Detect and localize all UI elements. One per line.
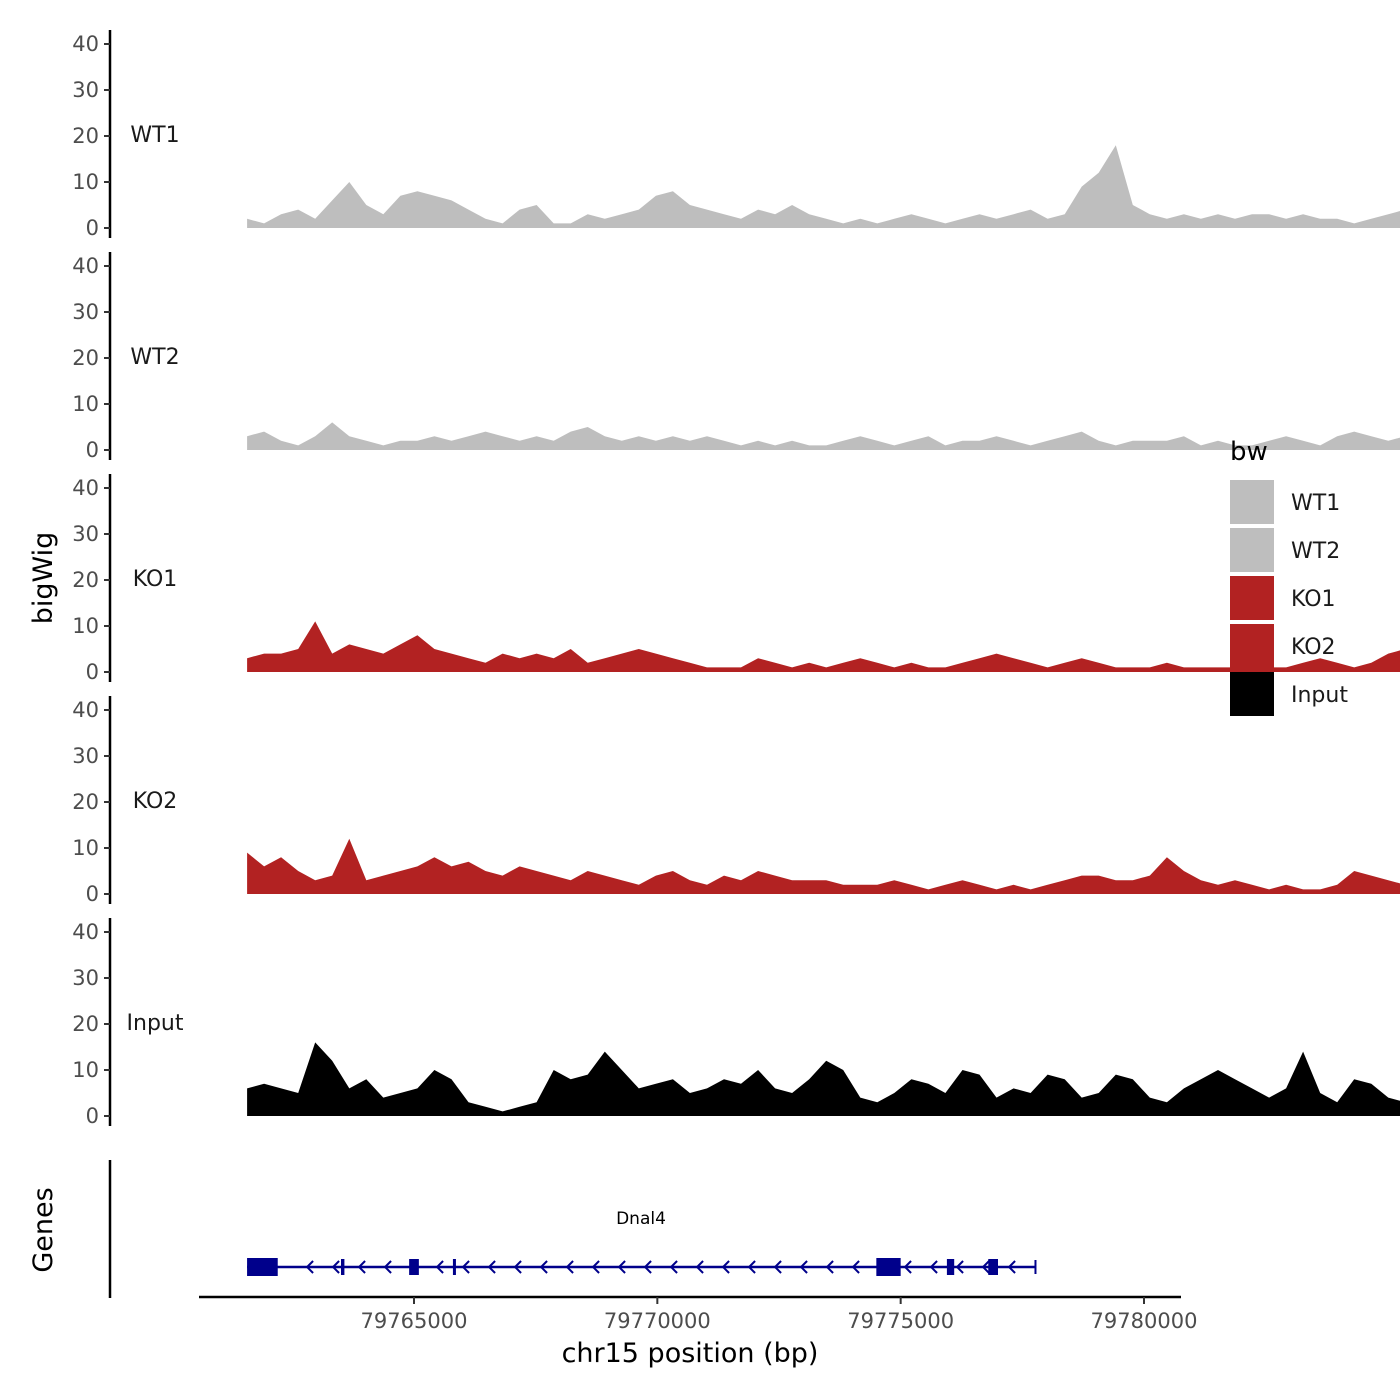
- track-wt2: 0 10 20 30 40 WT2: [72, 252, 1400, 462]
- coverage-area-ko1: [247, 621, 1400, 672]
- y-tick-label: 20: [72, 346, 99, 370]
- legend-label-wt2: WT2: [1291, 539, 1340, 564]
- legend-title: bw: [1230, 437, 1268, 467]
- y-tick-label: 20: [72, 1012, 99, 1036]
- x-tick-label: 79765000: [361, 1309, 468, 1333]
- coverage-area-wt1: [247, 145, 1400, 228]
- strand-arrow: [825, 1260, 834, 1274]
- strand-arrow: [357, 1260, 366, 1274]
- legend-label-wt1: WT1: [1291, 491, 1340, 516]
- strand-arrow: [695, 1260, 704, 1274]
- track-label-ko2: KO2: [133, 789, 178, 814]
- strand-arrow: [851, 1260, 860, 1274]
- legend-label-ko1: KO1: [1291, 587, 1336, 612]
- strand-arrow: [929, 1260, 938, 1274]
- y-tick-label: 40: [72, 920, 99, 944]
- strand-arrow: [591, 1260, 600, 1274]
- y-tick-label: 40: [72, 254, 99, 278]
- coverage-area-ko2: [247, 838, 1400, 894]
- strand-arrow: [669, 1260, 678, 1274]
- y-tick-label: 0: [86, 882, 99, 906]
- y-tick-label: 20: [72, 124, 99, 148]
- strand-arrow: [305, 1260, 314, 1274]
- coverage-area-wt2: [247, 422, 1400, 450]
- track-label-wt1: WT1: [130, 123, 179, 148]
- y-tick-label: 40: [72, 698, 99, 722]
- strand-arrow: [383, 1260, 392, 1274]
- strand-arrow: [331, 1260, 340, 1274]
- gene-exon: [876, 1258, 901, 1276]
- strand-arrow: [721, 1260, 730, 1274]
- gene-exon: [452, 1259, 456, 1275]
- y-tick-label: 0: [86, 438, 99, 462]
- x-tick-label: 79770000: [604, 1309, 711, 1333]
- x-tick-label: 79775000: [847, 1309, 954, 1333]
- genes-panel: Dnal4: [108, 1160, 1037, 1298]
- legend-swatch-input: [1230, 672, 1274, 716]
- strand-arrow: [539, 1260, 548, 1274]
- gene-exon: [946, 1259, 955, 1275]
- track-label-wt2: WT2: [130, 345, 179, 370]
- bigwig-tracks: 0 10 20 30 40 WT1 0 10 20 30 40 WT2 0 10 20 30 40 KO1 0 10 2…: [72, 30, 1400, 1128]
- legend-label-input: Input: [1291, 683, 1348, 708]
- strand-arrow: [773, 1260, 782, 1274]
- strand-arrow: [981, 1260, 990, 1274]
- strand-arrow: [799, 1260, 808, 1274]
- y-tick-label: 20: [72, 790, 99, 814]
- legend-swatch-ko1: [1230, 576, 1274, 620]
- y-tick-label: 0: [86, 1104, 99, 1128]
- gene-exon: [988, 1259, 998, 1275]
- strand-arrow: [903, 1260, 912, 1274]
- y-tick-label: 30: [72, 78, 99, 102]
- y-tick-label: 40: [72, 476, 99, 500]
- legend-swatch-ko2: [1230, 624, 1274, 668]
- gene-exon: [247, 1258, 278, 1276]
- strand-arrow: [565, 1260, 574, 1274]
- strand-arrow: [435, 1260, 444, 1274]
- track-label-ko1: KO1: [133, 567, 178, 592]
- y-axis-title: bigWig: [28, 532, 59, 625]
- y-tick-label: 30: [72, 300, 99, 324]
- gene-name-label: Dnal4: [616, 1209, 666, 1229]
- y-tick-label: 10: [72, 170, 99, 194]
- strand-arrow: [487, 1260, 496, 1274]
- y-tick-label: 0: [86, 216, 99, 240]
- x-axis-title: chr15 position (bp): [562, 1338, 819, 1369]
- y-tick-label: 40: [72, 32, 99, 56]
- track-label-input: Input: [127, 1011, 184, 1036]
- y-tick-label: 10: [72, 1058, 99, 1082]
- track-input: 0 10 20 30 40 Input: [72, 918, 1400, 1128]
- strand-arrow: [513, 1260, 522, 1274]
- strand-arrow: [643, 1260, 652, 1274]
- gene-exon: [341, 1259, 345, 1275]
- y-tick-label: 20: [72, 568, 99, 592]
- strand-arrow: [617, 1260, 626, 1274]
- legend-swatch-wt1: [1230, 480, 1274, 524]
- gene-exon: [409, 1259, 419, 1275]
- y-tick-label: 10: [72, 614, 99, 638]
- strand-arrow: [461, 1260, 470, 1274]
- x-tick-label: 79780000: [1091, 1309, 1198, 1333]
- legend-label-ko2: KO2: [1291, 635, 1336, 660]
- strand-arrow: [1007, 1260, 1016, 1274]
- y-tick-label: 10: [72, 392, 99, 416]
- x-axis: 79765000 79770000 79775000 79780000: [199, 1295, 1198, 1333]
- coverage-area-input: [247, 1042, 1400, 1116]
- y-tick-label: 30: [72, 744, 99, 768]
- track-wt1: 0 10 20 30 40 WT1: [72, 30, 1400, 240]
- y-tick-label: 30: [72, 522, 99, 546]
- y-tick-label: 0: [86, 660, 99, 684]
- y-tick-label: 30: [72, 966, 99, 990]
- strand-arrow: [955, 1260, 964, 1274]
- y-tick-label: 10: [72, 836, 99, 860]
- track-ko2: 0 10 20 30 40 KO2: [72, 696, 1400, 906]
- legend: bw WT1 WT2 KO1 KO2 Input: [1230, 437, 1348, 716]
- track-ko1: 0 10 20 30 40 KO1: [72, 474, 1400, 684]
- legend-swatch-wt2: [1230, 528, 1274, 572]
- genes-axis-title: Genes: [28, 1187, 59, 1272]
- strand-arrow: [747, 1260, 756, 1274]
